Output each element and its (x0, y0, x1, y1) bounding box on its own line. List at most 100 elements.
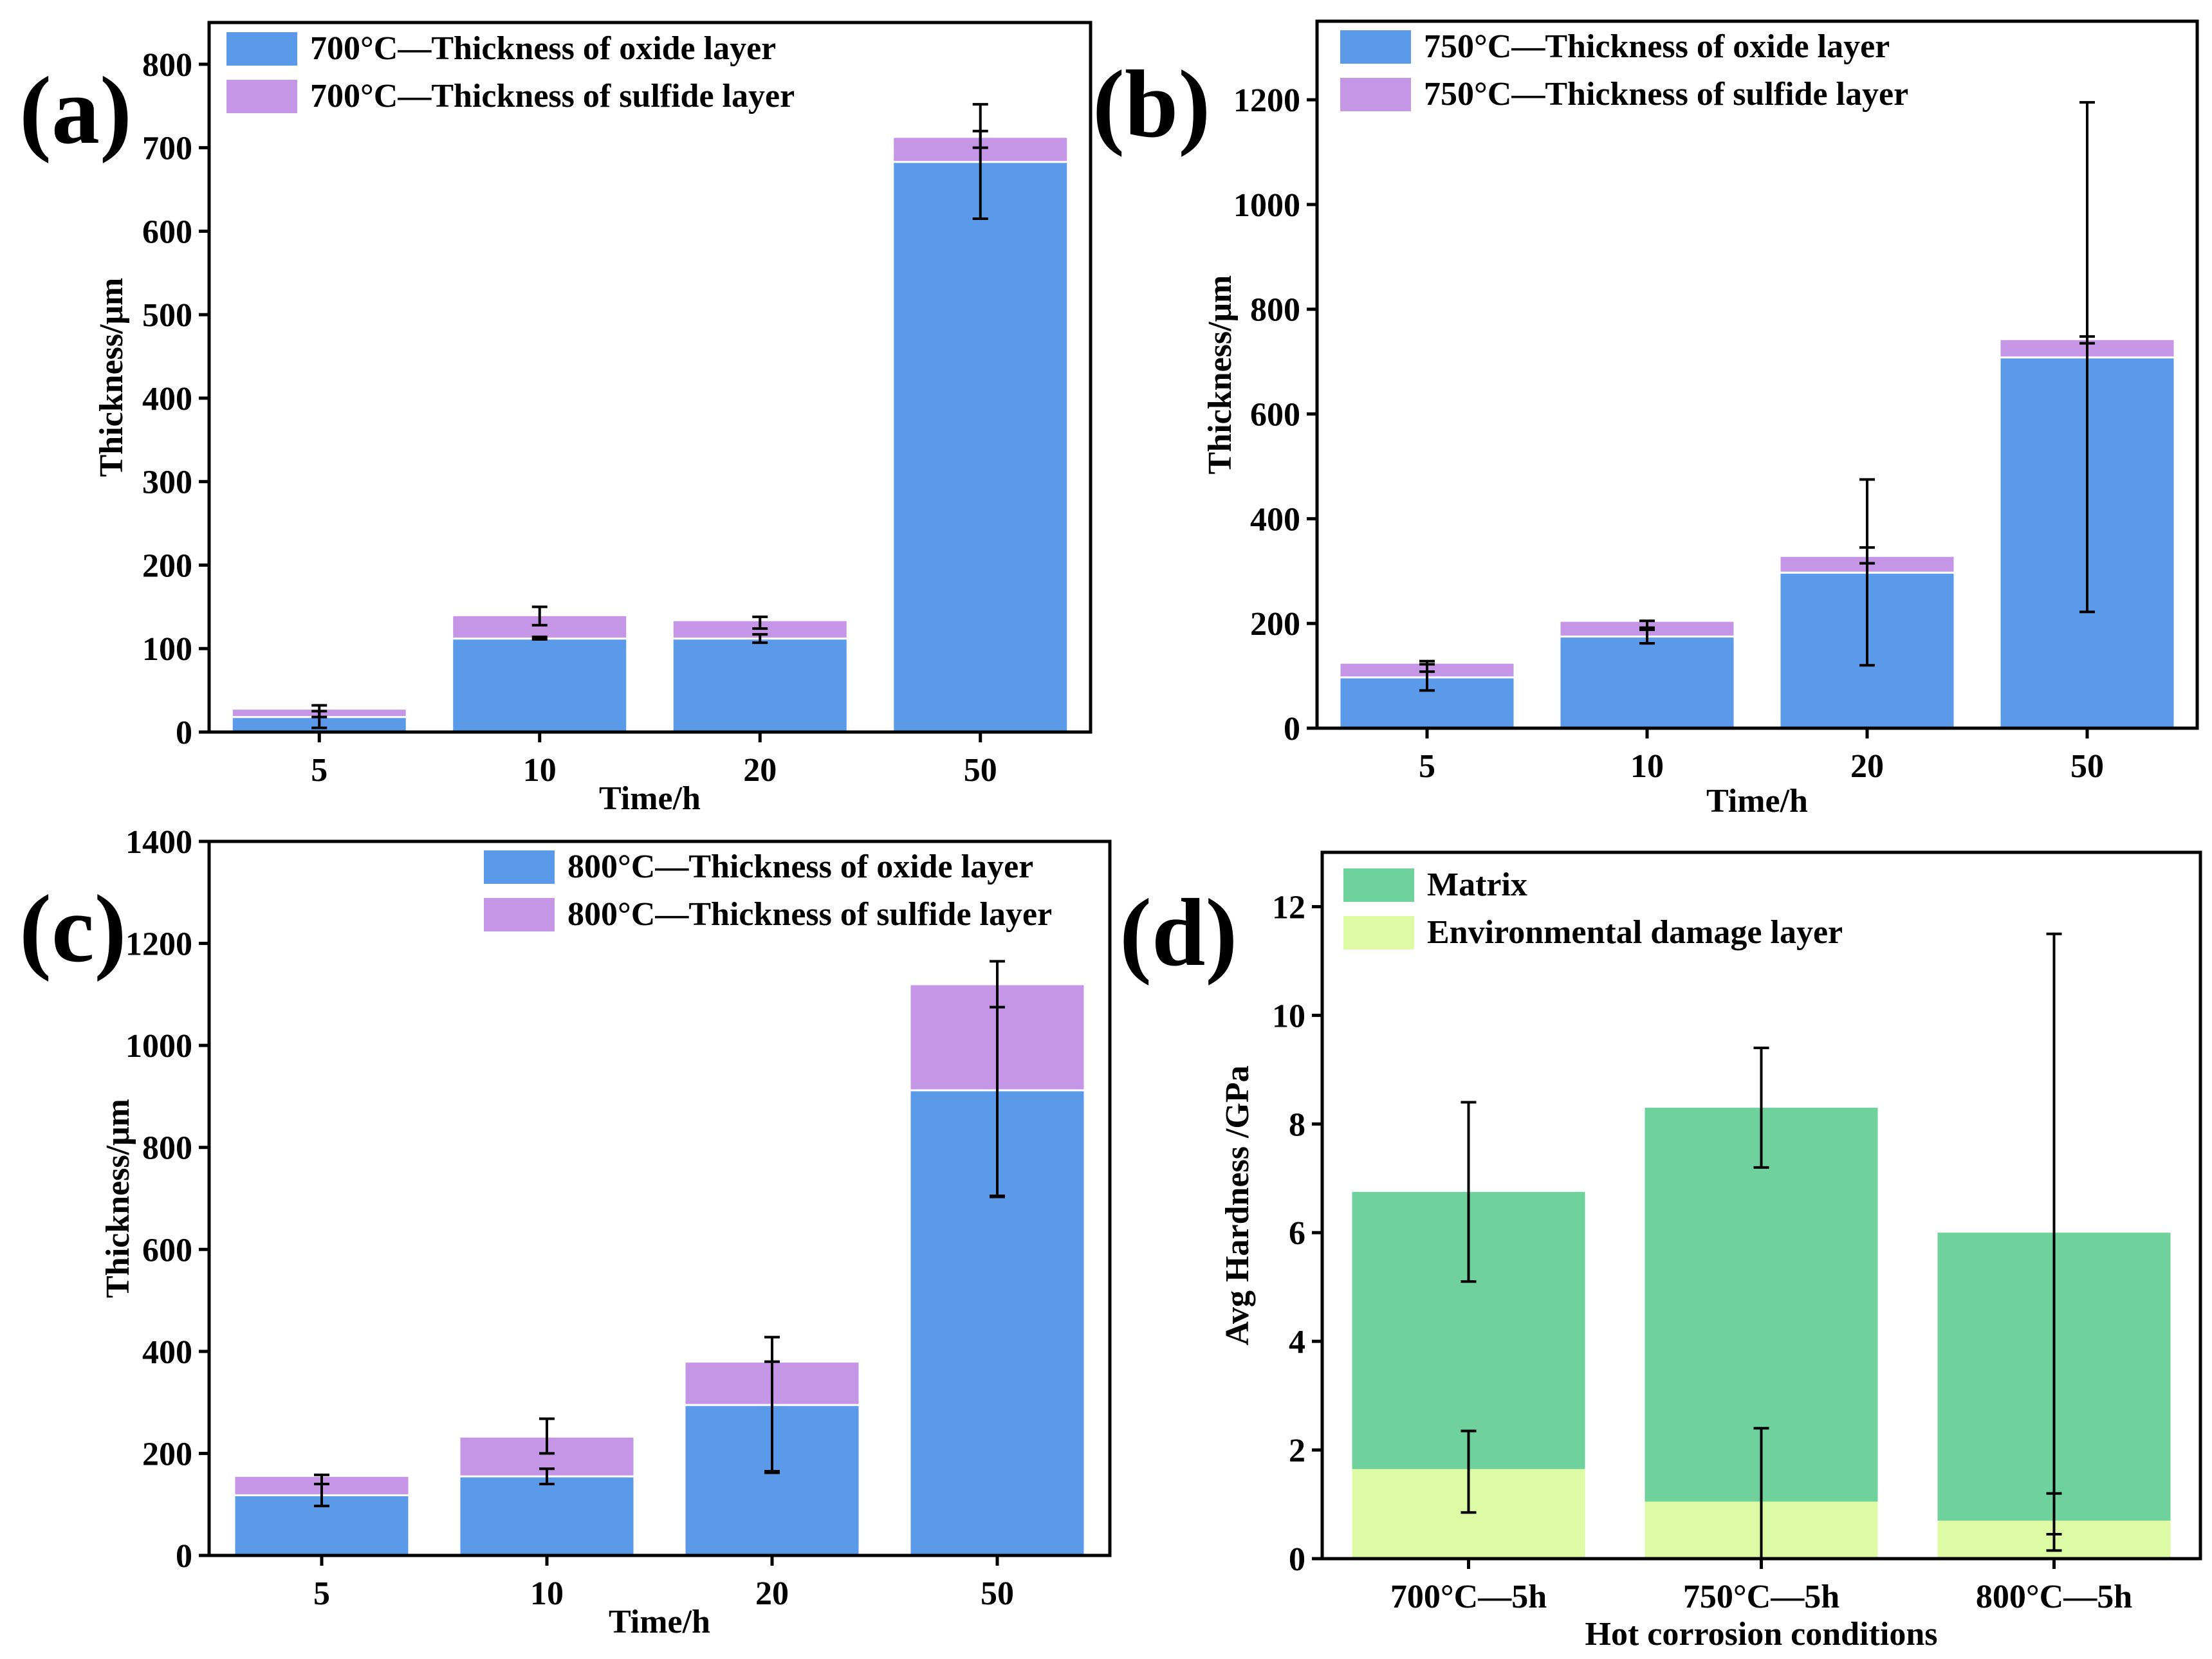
legend-label: Matrix (1427, 866, 1527, 903)
legend-swatch (484, 898, 555, 931)
panel-label: (b) (1092, 51, 1210, 158)
y-tick-label: 1400 (125, 824, 192, 861)
error-bar (2079, 101, 2095, 614)
error-bar (1419, 659, 1435, 674)
y-tick-label: 200 (142, 547, 192, 584)
legend-swatch (1340, 30, 1411, 64)
x-axis-label: Time/h (1706, 783, 1808, 820)
y-tick-label: 1000 (125, 1028, 192, 1065)
error-bar (990, 960, 1005, 1198)
y-tick-label: 600 (142, 1232, 192, 1269)
y-tick-label: 700 (142, 131, 192, 167)
error-bar (314, 1473, 329, 1485)
plot-area: 0 2 4 6 8 10 12 700°C—5h 750°C—5h 800°C—5h Matrix E… (1272, 850, 2202, 1615)
y-tick-label: 4 (1289, 1324, 1305, 1361)
y-tick-label: 800 (142, 47, 192, 84)
error-bar (1639, 628, 1655, 645)
legend-label: 700°C—Thickness of sulfide layer (310, 78, 795, 115)
x-tick-label: 20 (1850, 748, 1884, 785)
bar-oxide (892, 161, 1069, 733)
legend-swatch (226, 80, 297, 113)
panel-c: (c) 0 200 400 600 800 1000 1200 1400 5 10 20 50 800°… (19, 824, 1112, 1640)
plot-area: 0 200 400 600 800 1000 1200 1400 5 10 20 50 800°C—Th… (125, 824, 1112, 1612)
x-tick-label: 800°C—5h (1976, 1579, 2132, 1615)
legend-swatch (484, 850, 555, 884)
bar-oxide (671, 637, 849, 733)
legend-label: 750°C—Thickness of oxide layer (1424, 28, 1890, 65)
error-bar (311, 704, 327, 719)
legend-swatch (1343, 868, 1414, 902)
legend: 800°C—Thickness of oxide layer 800°C—Thic… (484, 848, 1052, 933)
y-axis-label: Avg Hardness /GPa (1219, 1065, 1256, 1345)
y-tick-label: 400 (142, 1334, 192, 1371)
y-tick-label: 0 (1289, 1541, 1305, 1578)
plot-area: 0 200 400 600 800 1000 1200 5 10 20 50 750°C—Thickn… (1233, 19, 2199, 785)
y-axis-label: Thickness/μm (93, 278, 130, 477)
bar-oxide (1558, 636, 1736, 729)
plot-area: 0 100 200 300 400 500 600 700 800 5 10 20 50 700°C—Th… (142, 21, 1092, 789)
panel-label: (a) (19, 57, 132, 164)
legend-swatch (1340, 78, 1411, 111)
error-bar (531, 605, 548, 627)
error-bar (1859, 546, 1875, 565)
error-bar (1461, 1429, 1477, 1514)
legend: 750°C—Thickness of oxide layer 750°C—Thic… (1340, 28, 1908, 113)
error-bar (539, 1467, 555, 1485)
y-tick-label: 2 (1289, 1433, 1305, 1469)
x-axis-label: Hot corrosion conditions (1585, 1616, 1938, 1653)
error-bar (2046, 1492, 2062, 1552)
y-tick-label: 10 (1272, 998, 1305, 1034)
error-bar (2079, 335, 2095, 345)
y-tick-label: 500 (142, 297, 192, 334)
error-bar (531, 636, 548, 641)
x-tick-label: 10 (530, 1575, 564, 1612)
y-tick-label: 0 (176, 715, 192, 751)
error-bar (752, 615, 768, 630)
y-tick-label: 1200 (125, 926, 192, 963)
x-tick-label: 20 (755, 1575, 789, 1612)
y-tick-label: 8 (1289, 1106, 1305, 1143)
y-tick-label: 12 (1272, 889, 1305, 926)
panel-label: (d) (1120, 879, 1237, 986)
error-bar (1859, 478, 1875, 667)
y-tick-label: 800 (142, 1130, 192, 1167)
y-tick-label: 200 (142, 1436, 192, 1472)
bar-oxide (458, 1475, 636, 1557)
error-bar (539, 1417, 555, 1455)
panel-b: (b) 0 200 400 600 800 1000 1200 5 10 20 50 750°C—Th… (1092, 19, 2199, 820)
y-tick-label: 1200 (1233, 82, 1300, 119)
y-axis-label: Thickness/μm (100, 1099, 136, 1298)
x-tick-label: 5 (1419, 748, 1435, 785)
x-tick-label: 5 (313, 1575, 330, 1612)
panel-label: (c) (19, 875, 126, 982)
y-tick-label: 6 (1289, 1215, 1305, 1252)
y-tick-label: 100 (142, 631, 192, 668)
legend: 700°C—Thickness of oxide layer 700°C—Thic… (226, 30, 795, 115)
x-tick-label: 20 (743, 752, 777, 789)
error-bar (752, 633, 768, 645)
legend-label: 800°C—Thickness of sulfide layer (567, 896, 1052, 933)
y-tick-label: 600 (142, 214, 192, 250)
axes-frame (1315, 19, 2199, 730)
error-bar (972, 103, 988, 149)
y-tick-label: 0 (176, 1538, 192, 1575)
legend-label: 800°C—Thickness of oxide layer (567, 848, 1033, 885)
bar-oxide (451, 637, 629, 733)
x-axis-label: Time/h (609, 1604, 710, 1640)
axes-frame (207, 839, 1112, 1557)
legend: Matrix Environmental damage layer (1343, 866, 1843, 951)
x-tick-label: 5 (311, 752, 327, 789)
y-axis-label: Thickness/μm (1202, 275, 1239, 475)
x-tick-label: 10 (523, 752, 557, 789)
legend-swatch (1343, 916, 1414, 949)
x-tick-label: 10 (1630, 748, 1664, 785)
x-tick-label: 50 (981, 1575, 1014, 1612)
x-axis-label: Time/h (599, 780, 701, 817)
y-tick-label: 600 (1250, 397, 1300, 434)
y-tick-label: 800 (1250, 292, 1300, 329)
y-tick-label: 400 (1250, 501, 1300, 538)
legend-label: 700°C—Thickness of oxide layer (310, 30, 776, 67)
error-bar (1639, 619, 1655, 629)
